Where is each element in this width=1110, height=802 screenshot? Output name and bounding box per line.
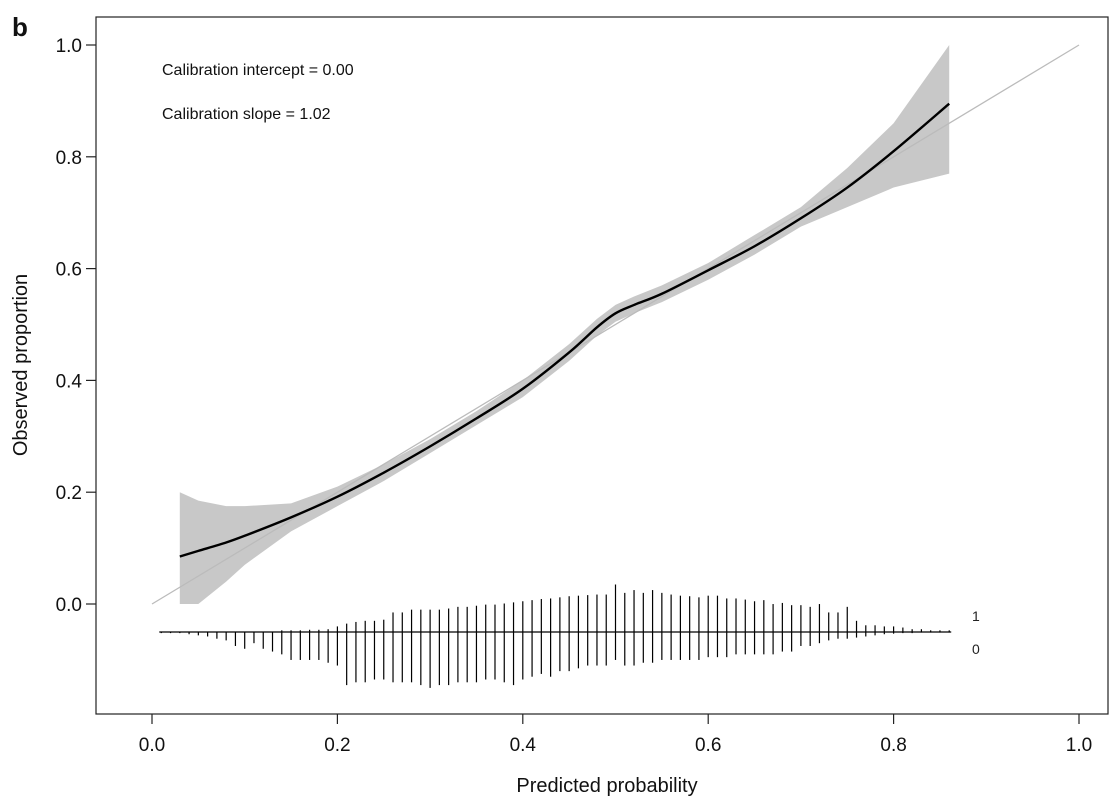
- y-tick-label: 0.2: [56, 483, 82, 504]
- spike-label-zeros: 0: [972, 641, 980, 657]
- reference-line-layer: [151, 44, 1080, 605]
- y-tick-label: 0.6: [56, 260, 82, 281]
- calibration-intercept-annotation: Calibration intercept = 0.00: [162, 62, 354, 79]
- axes-layer: 0.0 0.2 0.4 0.6 0.8 1.0 0.0 0.2 0.4 0.6 0.8 1.0: [56, 36, 1093, 756]
- x-tick-label: 1.0: [1066, 735, 1092, 756]
- plot-frame: [95, 16, 1109, 715]
- reference-diagonal-line: [151, 44, 1080, 605]
- y-axis-title: Observed proportion: [10, 274, 32, 456]
- spike-label-ones: 1: [972, 608, 980, 624]
- y-tick-label: 0.4: [56, 371, 83, 392]
- calibration-slope-annotation: Calibration slope = 1.02: [162, 106, 331, 123]
- x-tick-label: 0.0: [139, 735, 165, 756]
- x-axis-title: Predicted probability: [516, 775, 697, 797]
- calibration-curve: [179, 102, 950, 558]
- x-tick-label: 0.8: [880, 735, 906, 756]
- y-tick-label: 0.0: [56, 595, 82, 616]
- confidence-band-layer: [179, 45, 950, 604]
- y-tick-label: 0.8: [56, 148, 82, 169]
- x-tick-label: 0.2: [324, 735, 350, 756]
- x-tick-label: 0.4: [510, 735, 537, 756]
- y-tick-label: 1.0: [56, 36, 82, 57]
- confidence-band: [179, 45, 950, 604]
- x-tick-label: 0.6: [695, 735, 721, 756]
- calibration-curve-layer: [179, 102, 950, 558]
- spike-histogram-layer: [159, 584, 952, 688]
- panel-label: b: [12, 12, 28, 42]
